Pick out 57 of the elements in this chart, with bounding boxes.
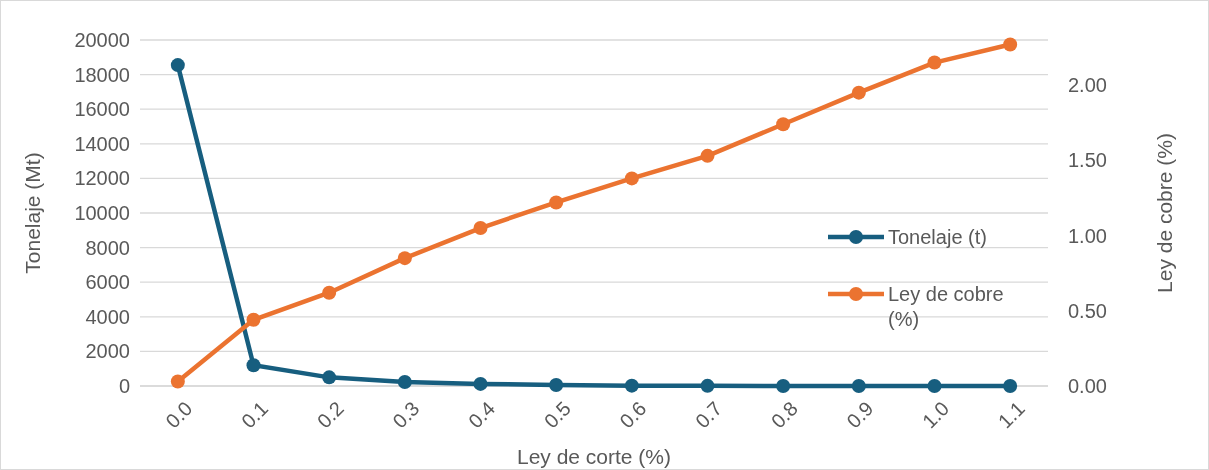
point [549, 195, 564, 210]
y-tick-label: 0 [118, 375, 130, 397]
point [927, 55, 942, 70]
point [700, 148, 715, 163]
point [322, 370, 337, 385]
y2-tick-label: 1.50 [1068, 149, 1107, 172]
point [1003, 379, 1018, 393]
point [170, 58, 185, 73]
point [246, 312, 261, 327]
x-tick-label: 0.6 [615, 397, 651, 433]
point [700, 378, 715, 393]
x-tick-label: 0.4 [464, 397, 500, 433]
x-tick-label: 0.3 [388, 397, 424, 433]
x-tick-label: 0.2 [312, 397, 348, 433]
y-tick-label: 16000 [74, 98, 130, 121]
y2-tick-label: 0.50 [1068, 299, 1107, 322]
point [1003, 37, 1018, 52]
y-tick-label: 6000 [85, 271, 130, 294]
x-tick-label: 0.7 [691, 397, 727, 433]
x-tick-label: 0.8 [766, 397, 802, 433]
point [851, 379, 866, 393]
x-tick-label: 1.0 [918, 397, 954, 433]
point [170, 374, 185, 389]
point [322, 285, 337, 300]
x-axis-title: Ley de corte (%) [516, 445, 672, 468]
point [397, 375, 412, 390]
point [624, 171, 639, 186]
y-tick-label: 8000 [85, 236, 130, 259]
y-tick-label: 14000 [74, 132, 130, 155]
y-tick-label: 20000 [74, 29, 130, 51]
y2-axis-title: Ley de cobre (%) [1153, 133, 1176, 293]
y-tick-label: 2000 [85, 340, 130, 363]
point [473, 221, 488, 236]
point [776, 117, 791, 132]
y-tick-label: 18000 [74, 63, 130, 86]
legend-label: Tonelaje (t) [888, 226, 987, 248]
point [246, 358, 261, 373]
y-tick-label: 12000 [74, 167, 130, 190]
x-tick-label: 0.9 [842, 397, 878, 433]
y-tick-label: 4000 [85, 305, 130, 328]
point [624, 378, 639, 393]
y2-tick-label: 2.00 [1068, 74, 1107, 97]
y2-tick-label: 1.00 [1068, 224, 1107, 247]
x-tick-label: 0.1 [237, 397, 273, 433]
point [549, 377, 564, 392]
point [397, 251, 412, 266]
y-tick-label: 10000 [74, 202, 130, 224]
point [776, 379, 791, 393]
x-tick-label: 0.5 [539, 397, 575, 433]
point [927, 379, 942, 393]
x-tick-label: 0.0 [161, 397, 197, 433]
x-tick-label: 1.1 [993, 397, 1029, 433]
point [851, 85, 866, 100]
legend-label: Ley de cobre (%) [888, 283, 1004, 330]
y2-tick-label: 0.00 [1068, 375, 1107, 397]
y-axis-title: Tonelaje (Mt) [21, 152, 44, 274]
point [473, 376, 488, 391]
